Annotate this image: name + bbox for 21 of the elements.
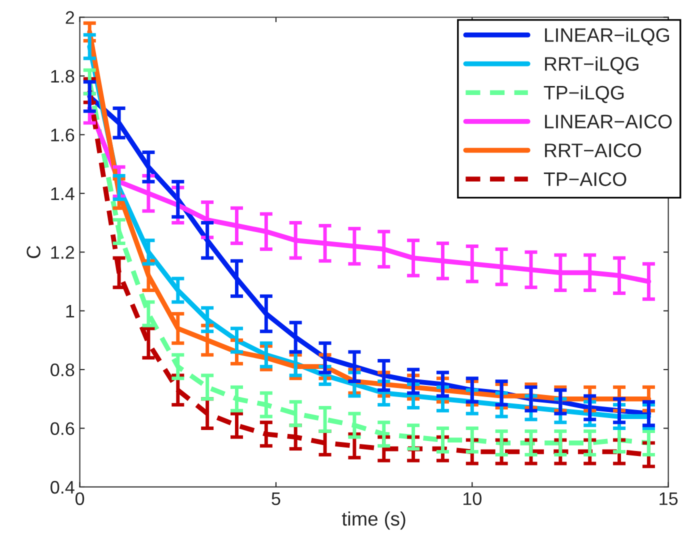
y-tick-label: 2 xyxy=(66,11,74,24)
y-tick-label: 1.8 xyxy=(51,70,74,83)
legend-label: LINEAR−AICO xyxy=(545,114,672,128)
y-tick-label: 0.4 xyxy=(50,480,74,494)
y-tick-label: 0.6 xyxy=(50,422,74,435)
y-tick-label: 1 xyxy=(66,304,74,318)
y-axis-title: C xyxy=(26,246,40,258)
y-tick-label: 1.6 xyxy=(51,128,74,142)
x-axis-title: time (s) xyxy=(342,511,406,530)
legend-label: TP−AICO xyxy=(544,172,626,186)
legend-label: RRT−AICO xyxy=(545,143,642,158)
x-tick-label: 5 xyxy=(272,492,280,506)
legend-label: LINEAR−iLQG xyxy=(545,28,669,46)
legend-label: RRT−iLQG xyxy=(545,56,638,74)
x-tick-label: 15 xyxy=(660,492,678,506)
x-tick-label: 0 xyxy=(75,492,84,506)
x-tick-label: 10 xyxy=(463,492,482,506)
y-tick-label: 1.4 xyxy=(51,188,74,200)
legend-label: TP−iLQG xyxy=(544,85,624,104)
y-tick-label: 0.8 xyxy=(50,363,74,376)
y-tick-label: 1.2 xyxy=(51,246,74,259)
